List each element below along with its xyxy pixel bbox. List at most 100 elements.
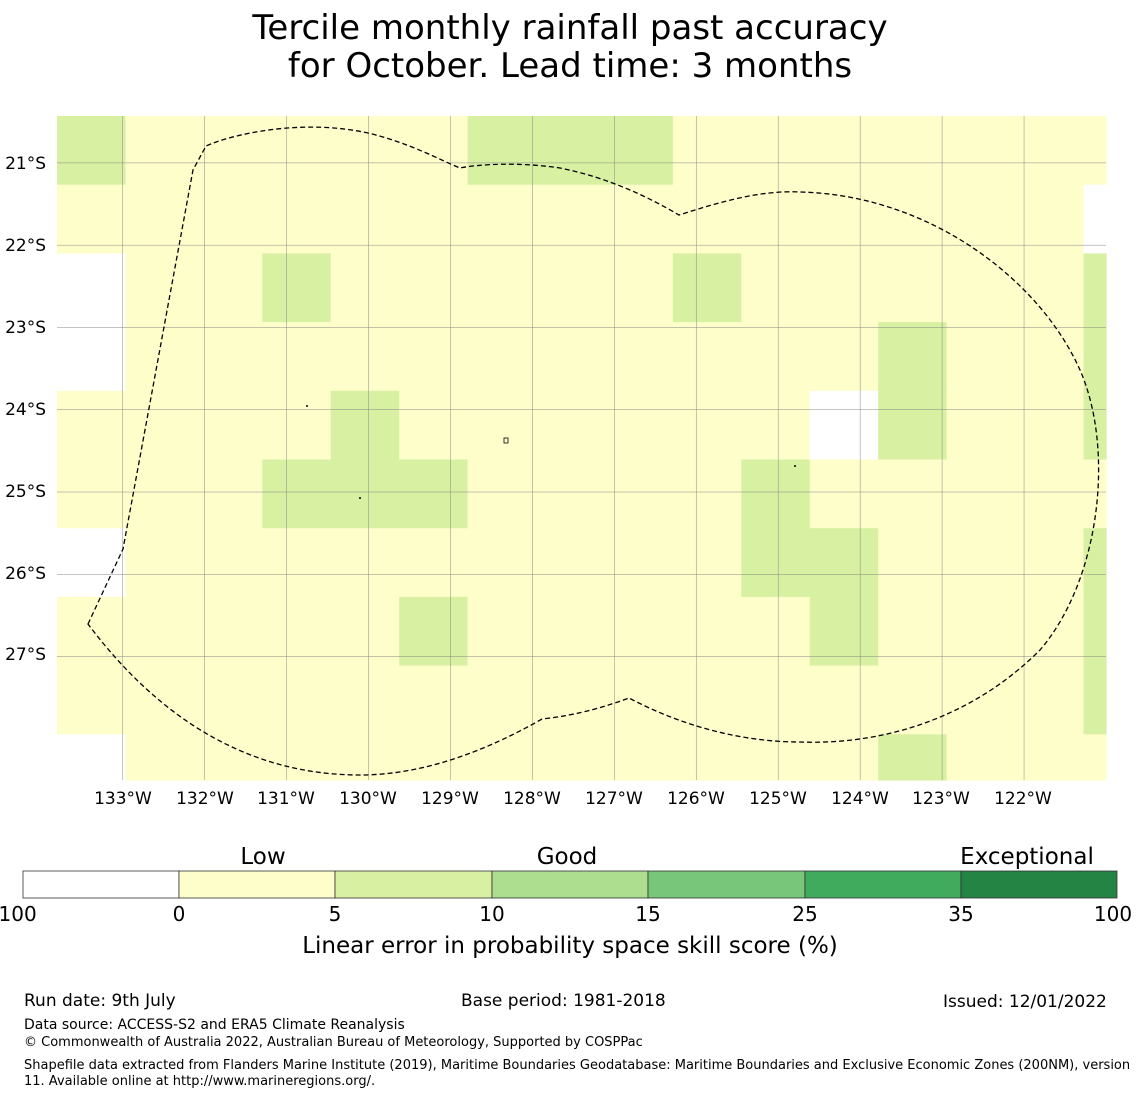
grid-cell (262, 734, 332, 781)
grid-cell (672, 390, 742, 461)
grid-cell (536, 596, 605, 667)
colorbar-tick: 35 (948, 902, 974, 926)
grid-cell (125, 528, 195, 598)
grid-cell (672, 253, 742, 323)
base-period: Base period: 1981-2018 (461, 991, 666, 1011)
lat-label: 23°S (5, 318, 46, 338)
grid-cell (193, 596, 263, 667)
grid-cell (672, 665, 742, 735)
grid-cell (604, 253, 674, 323)
grid-cell (262, 665, 332, 735)
colorbar-category-good: Good (536, 844, 598, 870)
grid-cell (125, 459, 195, 529)
grid-cell (809, 734, 879, 781)
colorbar-segment (178, 870, 336, 899)
grid-cell (1015, 390, 1084, 461)
grid-cell (536, 322, 605, 392)
grid-cell (809, 184, 879, 254)
grid-cell (399, 184, 469, 254)
grid-cell (467, 253, 537, 323)
grid-cell (946, 390, 1016, 461)
grid-cell (672, 116, 742, 186)
grid-cell (1015, 253, 1084, 323)
grid-cell (878, 253, 948, 323)
grid-cell (946, 665, 1016, 735)
grid-cell (262, 528, 332, 598)
grid-cell (946, 459, 1016, 529)
grid-cell (878, 184, 948, 254)
grid-cell (193, 459, 263, 529)
grid-cell (1083, 459, 1107, 529)
grid-cell (1083, 596, 1107, 667)
grid-cell (330, 116, 400, 186)
chart-title-line-2: for October. Lead time: 3 months (287, 46, 853, 86)
copyright-notice: © Commonwealth of Australia 2022, Austra… (24, 1035, 643, 1050)
grid-cell (467, 390, 537, 461)
grid-cell (946, 253, 1016, 323)
grid-cell (57, 734, 126, 781)
grid-cell (809, 322, 879, 392)
colorbar-tick: 25 (792, 902, 818, 926)
grid-cell (1083, 184, 1107, 254)
lon-label: 128°W (503, 789, 561, 809)
lon-label: 131°W (257, 789, 315, 809)
lat-label: 22°S (5, 236, 46, 256)
grid-cell (262, 390, 332, 461)
grid-cell (604, 184, 674, 254)
run-date: Run date: 9th July (24, 991, 176, 1011)
grid-cell (809, 116, 879, 186)
grid-cell (741, 322, 811, 392)
grid-cell (467, 459, 537, 529)
grid-cell (262, 116, 332, 186)
grid-cell (330, 596, 400, 667)
grid-cell (125, 322, 195, 392)
grid-cell (946, 734, 1016, 781)
grid-cell (467, 596, 537, 667)
grid-cell (809, 596, 879, 667)
data-source: Data source: ACCESS-S2 and ERA5 Climate … (24, 1017, 405, 1033)
grid-cell (57, 116, 126, 186)
grid-cell (1083, 734, 1107, 781)
colorbar-segment (491, 870, 649, 899)
grid-cell (330, 184, 400, 254)
grid-cell (57, 390, 126, 461)
grid-cell (125, 734, 195, 781)
grid-cell (1083, 253, 1107, 323)
grid-cell (672, 459, 742, 529)
grid-cell (330, 528, 400, 598)
colorbar-segment (334, 870, 493, 899)
island-mark (794, 465, 796, 467)
grid-cell (878, 116, 948, 186)
grid-cell (1083, 665, 1107, 735)
shapefile-credit: Shapefile data extracted from Flanders M… (24, 1058, 1131, 1089)
grid-cell (1015, 459, 1084, 529)
grid-cell (57, 459, 126, 529)
grid-cell (672, 322, 742, 392)
grid-cell (262, 596, 332, 667)
grid-cell (604, 116, 674, 186)
grid-cell (1083, 322, 1107, 392)
grid-cell (193, 322, 263, 392)
grid-cell (57, 253, 126, 323)
colorbar-tick: 0 (172, 902, 186, 926)
grid-cell (878, 322, 948, 392)
lon-label: 123°W (912, 789, 970, 809)
grid-cell (193, 390, 263, 461)
grid-cell (262, 322, 332, 392)
grid-cell (878, 596, 948, 667)
lat-label: 26°S (5, 564, 46, 584)
grid-cell (809, 253, 879, 323)
grid-cell (946, 184, 1016, 254)
colorbar-label: Linear error in probability space skill … (302, 933, 838, 959)
grid-cell (809, 528, 879, 598)
grid-cell (1015, 665, 1084, 735)
grid-cell (1015, 528, 1084, 598)
grid-cell (57, 322, 126, 392)
island-mark (359, 497, 361, 499)
colorbar-segment (647, 870, 806, 899)
graticule (57, 116, 1106, 780)
lat-label: 24°S (5, 400, 46, 420)
colorbar-category-exceptional: Exceptional (960, 844, 1094, 870)
grid-cell (57, 528, 126, 598)
